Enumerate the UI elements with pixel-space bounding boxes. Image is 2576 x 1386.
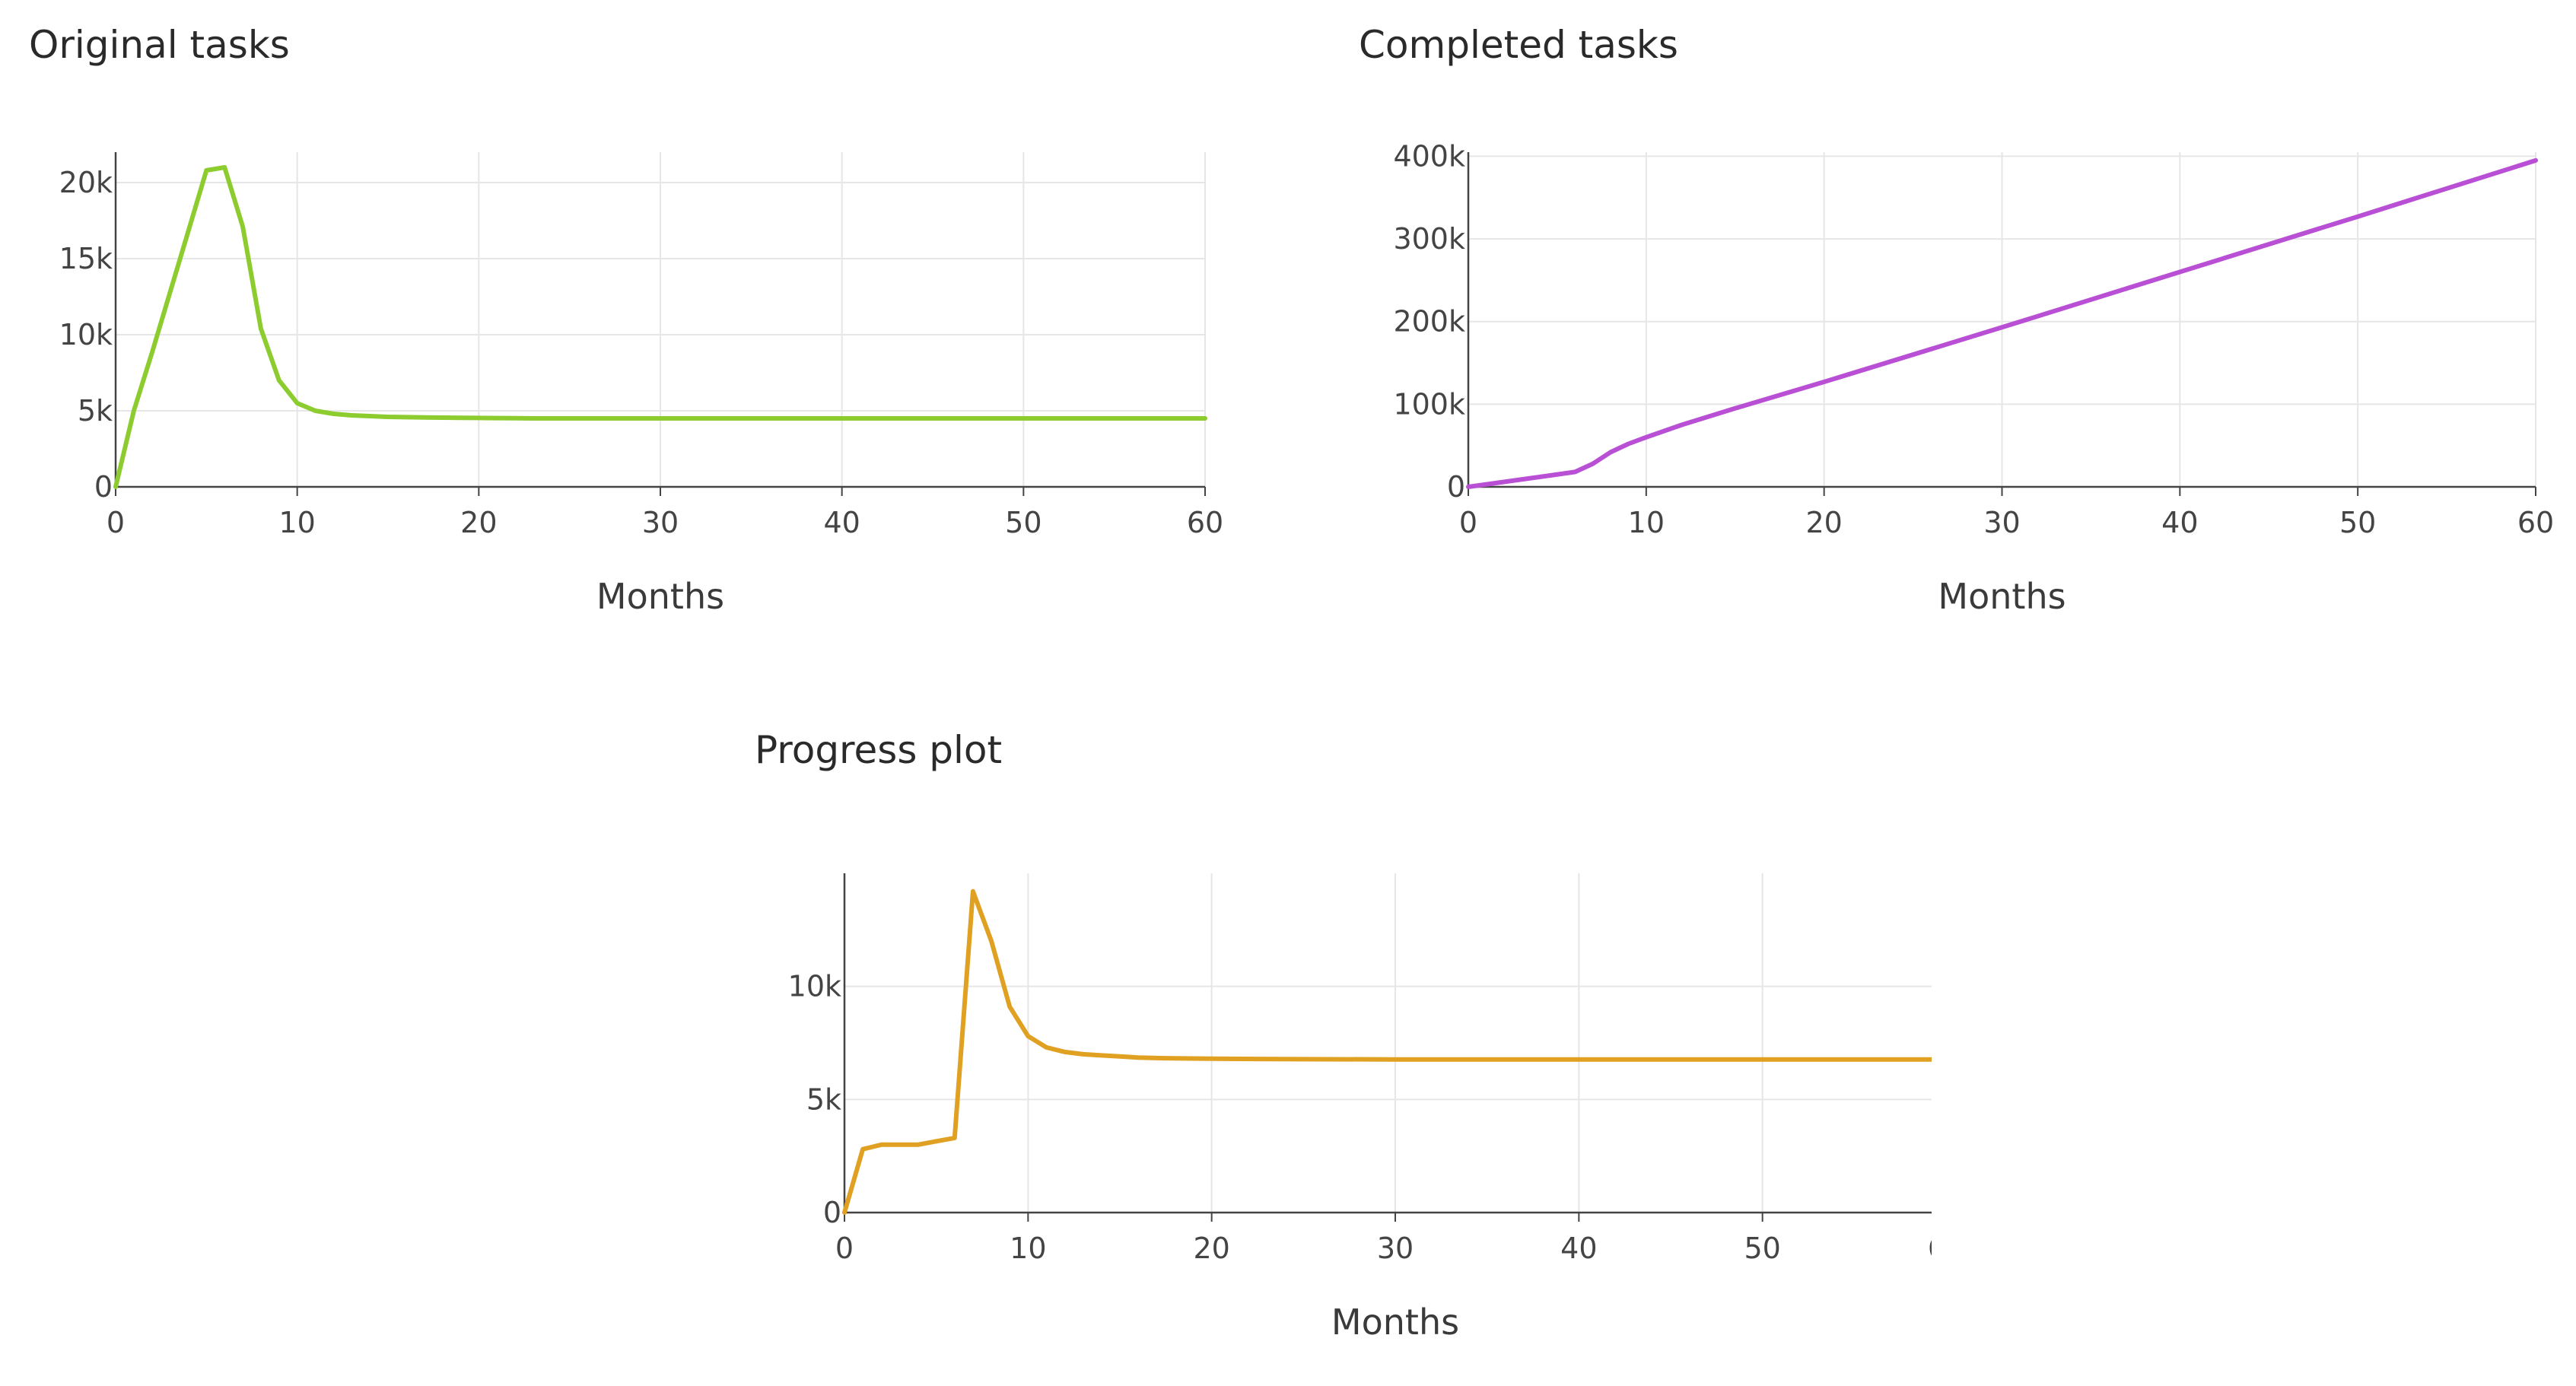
y-tick-label: 5k xyxy=(806,1082,841,1116)
x-tick-label: 10 xyxy=(1628,506,1665,539)
x-tick-label: 40 xyxy=(2161,506,2198,539)
x-tick-label: 60 xyxy=(2517,506,2554,539)
series-line xyxy=(113,165,1207,489)
y-tick-label: 20k xyxy=(59,166,113,199)
y-tick-label: 200k xyxy=(1393,305,1465,339)
x-axis-title: Months xyxy=(1331,1302,1459,1343)
y-tick-label: 400k xyxy=(1393,139,1465,173)
y-tick-label: 300k xyxy=(1393,222,1465,256)
series-line xyxy=(1466,157,2538,489)
completed-tasks-svg: 0 10 20 30 40 50 60 0 100k 200k 300k 400k Months xyxy=(1393,139,2554,617)
x-tick-label: 10 xyxy=(1010,1232,1046,1265)
x-tick-label: 10 xyxy=(278,506,315,539)
series-line xyxy=(842,889,1932,1215)
y-tick-label: 100k xyxy=(1393,387,1465,421)
x-tick-label: 20 xyxy=(460,506,497,539)
chart-title: Original tasks xyxy=(29,23,290,67)
y-tick-label: 15k xyxy=(59,242,113,275)
chart-title: Completed tasks xyxy=(1359,23,1678,67)
x-tick-label: 0 xyxy=(107,506,125,539)
x-tick-label: 60 xyxy=(1187,506,1223,539)
y-tick-label: 0 xyxy=(94,470,113,504)
x-tick-label: 50 xyxy=(1744,1232,1780,1265)
x-tick-label: 50 xyxy=(2339,506,2376,539)
y-tick-label: 5k xyxy=(78,394,113,428)
original-tasks-chart: Original tasks 0 10 20 30 40 50 60 0 5k 10k 15k 20k… xyxy=(0,0,1288,693)
completed-tasks-chart: Completed tasks 0 10 20 30 40 50 60 0 100k 200k 30… xyxy=(1288,0,2576,693)
x-tick-label: 20 xyxy=(1805,506,1842,539)
x-tick-label: 40 xyxy=(823,506,860,539)
x-tick-label: 20 xyxy=(1193,1232,1229,1265)
x-tick-label: 0 xyxy=(835,1232,854,1265)
progress-plot-chart: Progress plot 0 10 20 30 40 50 60 0 5k 10k Months xyxy=(644,693,1932,1386)
x-tick-label: 0 xyxy=(1459,506,1477,539)
x-axis-title: Months xyxy=(1938,576,2066,617)
progress-plot-svg: 0 10 20 30 40 50 60 0 5k 10k Months xyxy=(788,873,1932,1343)
y-tick-label: 0 xyxy=(1447,470,1465,504)
x-axis-title: Months xyxy=(596,576,724,617)
x-tick-label: 50 xyxy=(1005,506,1042,539)
x-tick-label: 30 xyxy=(1377,1232,1414,1265)
x-tick-label: 30 xyxy=(642,506,679,539)
x-tick-label: 30 xyxy=(1983,506,2020,539)
chart-title: Progress plot xyxy=(755,728,1003,772)
original-tasks-svg: 0 10 20 30 40 50 60 0 5k 10k 15k 20k Months xyxy=(59,152,1223,617)
x-tick-label: 40 xyxy=(1560,1232,1597,1265)
y-tick-label: 10k xyxy=(59,318,113,351)
x-tick-label: 60 xyxy=(1928,1232,1932,1265)
y-tick-label: 10k xyxy=(788,970,841,1003)
y-tick-label: 0 xyxy=(823,1196,841,1229)
